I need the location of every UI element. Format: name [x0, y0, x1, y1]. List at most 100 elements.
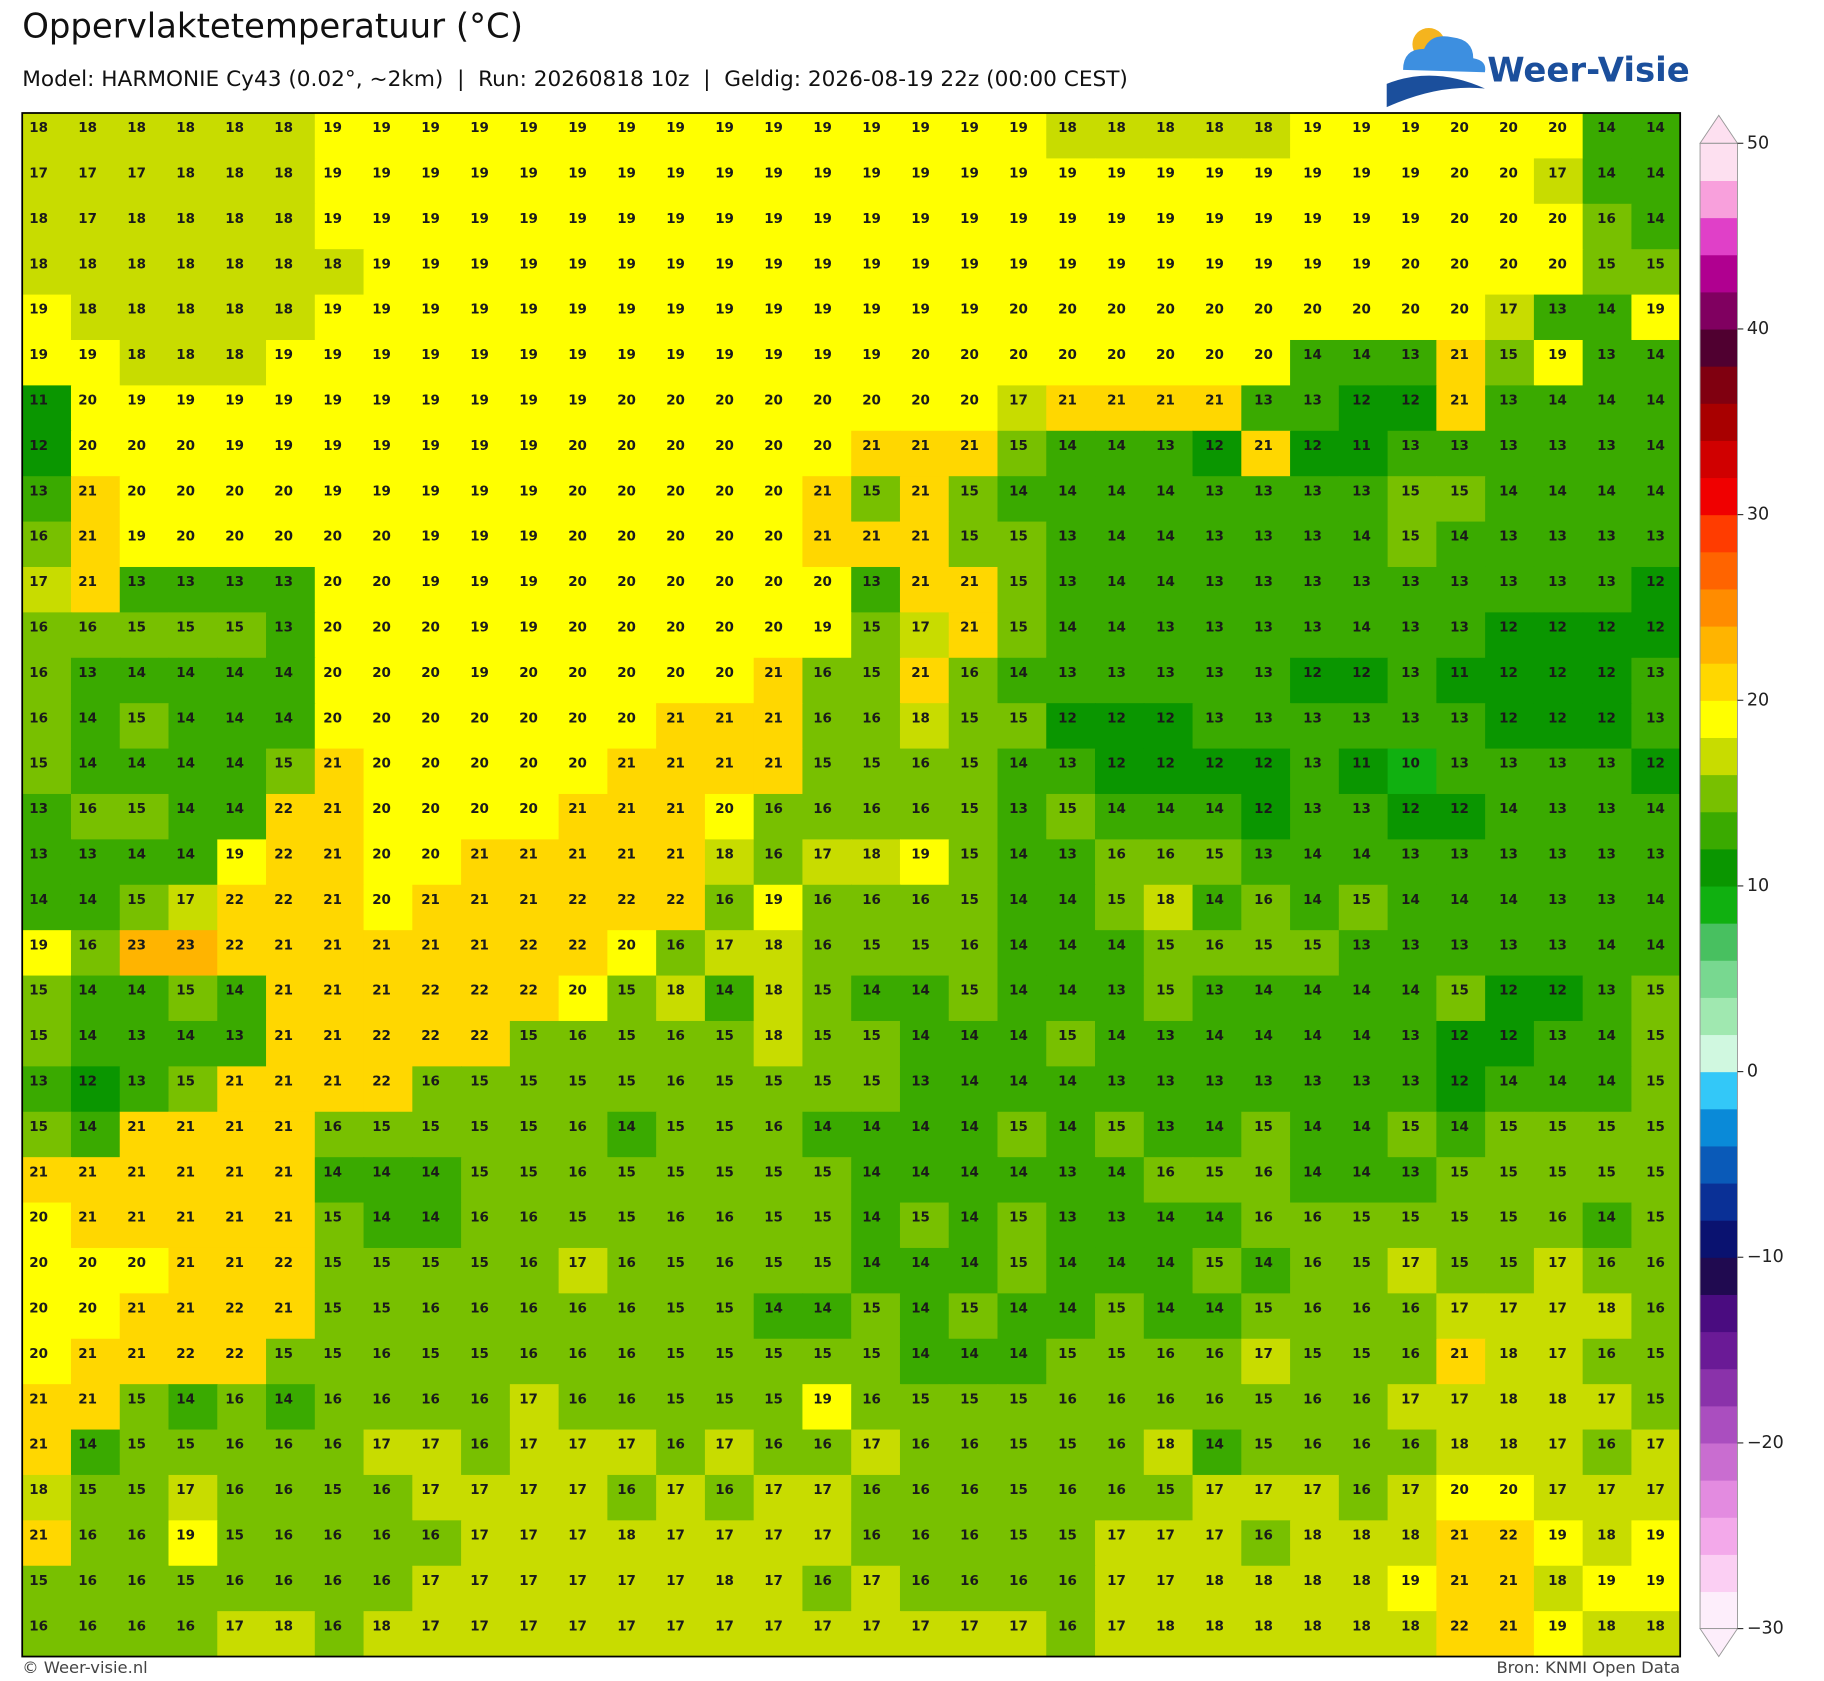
temp-label: 14	[1548, 1075, 1567, 1090]
temp-label: 15	[127, 893, 146, 908]
temp-label: 12	[1499, 984, 1518, 999]
temp-label: 18	[78, 257, 97, 272]
temp-cell	[412, 1066, 462, 1113]
temp-cell	[1533, 1565, 1584, 1612]
temp-label: 19	[519, 212, 538, 227]
temp-label: 16	[1401, 1302, 1420, 1317]
temp-label: 15	[1450, 484, 1469, 499]
temp-cell	[1290, 930, 1340, 977]
temp-label: 12	[1450, 802, 1469, 817]
temp-cell	[802, 1384, 852, 1431]
temp-label: 15	[127, 1483, 146, 1498]
temp-cell	[997, 1157, 1047, 1204]
temp-label: 14	[225, 757, 244, 772]
temp-label: 19	[470, 303, 489, 318]
temp-label: 13	[1107, 1075, 1126, 1090]
temp-cell	[1095, 158, 1145, 205]
temp-label: 13	[127, 1029, 146, 1044]
temp-cell	[363, 385, 414, 432]
temp-cell	[119, 1202, 170, 1249]
temp-label: 18	[1058, 121, 1077, 136]
temp-label: 20	[617, 711, 636, 726]
temp-cell	[1290, 476, 1340, 523]
temp-cell	[1241, 1384, 1291, 1431]
temp-label: 14	[225, 711, 244, 726]
temp-cell	[22, 1293, 72, 1340]
temp-cell	[1631, 1066, 1681, 1113]
temp-label: 15	[960, 757, 979, 772]
temp-label: 17	[1548, 1302, 1567, 1317]
temp-cell	[217, 566, 267, 614]
temp-label: 12	[1450, 1075, 1469, 1090]
temp-cell	[558, 1520, 609, 1567]
temp-cell	[217, 793, 267, 841]
temp-label: 21	[813, 530, 832, 545]
temp-cell	[704, 793, 755, 841]
temp-label: 16	[323, 1392, 342, 1407]
temp-cell	[1485, 1520, 1535, 1567]
temp-label: 20	[813, 439, 832, 454]
temp-label: 13	[1352, 1075, 1371, 1090]
temp-label: 17	[1548, 167, 1567, 182]
temp-cell	[558, 566, 609, 614]
temp-cell	[363, 839, 414, 886]
temp-cell	[168, 294, 218, 341]
temp-label: 19	[1009, 167, 1028, 182]
temp-cell	[1582, 294, 1633, 341]
temp-cell	[1290, 339, 1340, 387]
temp-cell	[314, 703, 365, 750]
temp-cell	[412, 884, 462, 931]
temp-cell	[363, 521, 414, 568]
temp-label: 14	[1058, 1256, 1077, 1271]
temp-label: 13	[1548, 893, 1567, 908]
temp-cell	[802, 884, 852, 931]
temp-cell	[1582, 1565, 1633, 1612]
temp-label: 10	[1401, 757, 1420, 772]
temp-label: 20	[372, 621, 391, 636]
temp-label: 14	[1352, 848, 1371, 863]
temp-cell	[363, 1565, 414, 1612]
temp-label: 21	[323, 757, 342, 772]
temp-cell	[851, 1202, 901, 1249]
temp-label: 14	[176, 802, 195, 817]
temp-cell	[948, 294, 999, 341]
temp-cell	[1338, 1565, 1389, 1612]
temp-label: 15	[127, 621, 146, 636]
temp-label: 14	[1646, 802, 1665, 817]
temp-cell	[1046, 339, 1096, 387]
temp-label: 19	[911, 167, 930, 182]
temp-cell	[997, 793, 1047, 841]
temp-label: 13	[1156, 1029, 1175, 1044]
temp-label: 15	[1597, 1120, 1616, 1135]
temp-label: 15	[176, 984, 195, 999]
temp-cell	[851, 385, 901, 432]
temp-cell	[1338, 203, 1389, 250]
temp-label: 22	[1450, 1619, 1469, 1634]
temp-cell	[802, 1338, 852, 1385]
temp-label: 17	[29, 575, 48, 590]
temp-cell	[412, 1020, 462, 1068]
temp-label: 15	[764, 1256, 783, 1271]
temp-cell	[997, 1338, 1047, 1385]
temp-cell	[217, 430, 267, 477]
temp-label: 14	[1597, 394, 1616, 409]
temp-label: 21	[274, 938, 293, 953]
temp-cell	[1436, 1520, 1486, 1567]
temp-cell	[948, 1520, 999, 1567]
temp-cell	[1338, 1020, 1389, 1068]
temp-cell	[997, 430, 1047, 477]
temp-label: 19	[911, 303, 930, 318]
temp-cell	[461, 793, 511, 841]
temp-label: 15	[1303, 1347, 1322, 1362]
temp-label: 16	[78, 621, 97, 636]
temp-cell	[119, 158, 170, 205]
temp-cell	[607, 1384, 657, 1431]
temp-label: 14	[960, 1075, 979, 1090]
temp-cell	[1631, 476, 1681, 523]
temp-label: 20	[1254, 348, 1273, 363]
temp-cell	[997, 1293, 1047, 1340]
temp-label: 16	[862, 1392, 881, 1407]
temp-cell	[948, 566, 999, 614]
temp-cell	[656, 1202, 706, 1249]
